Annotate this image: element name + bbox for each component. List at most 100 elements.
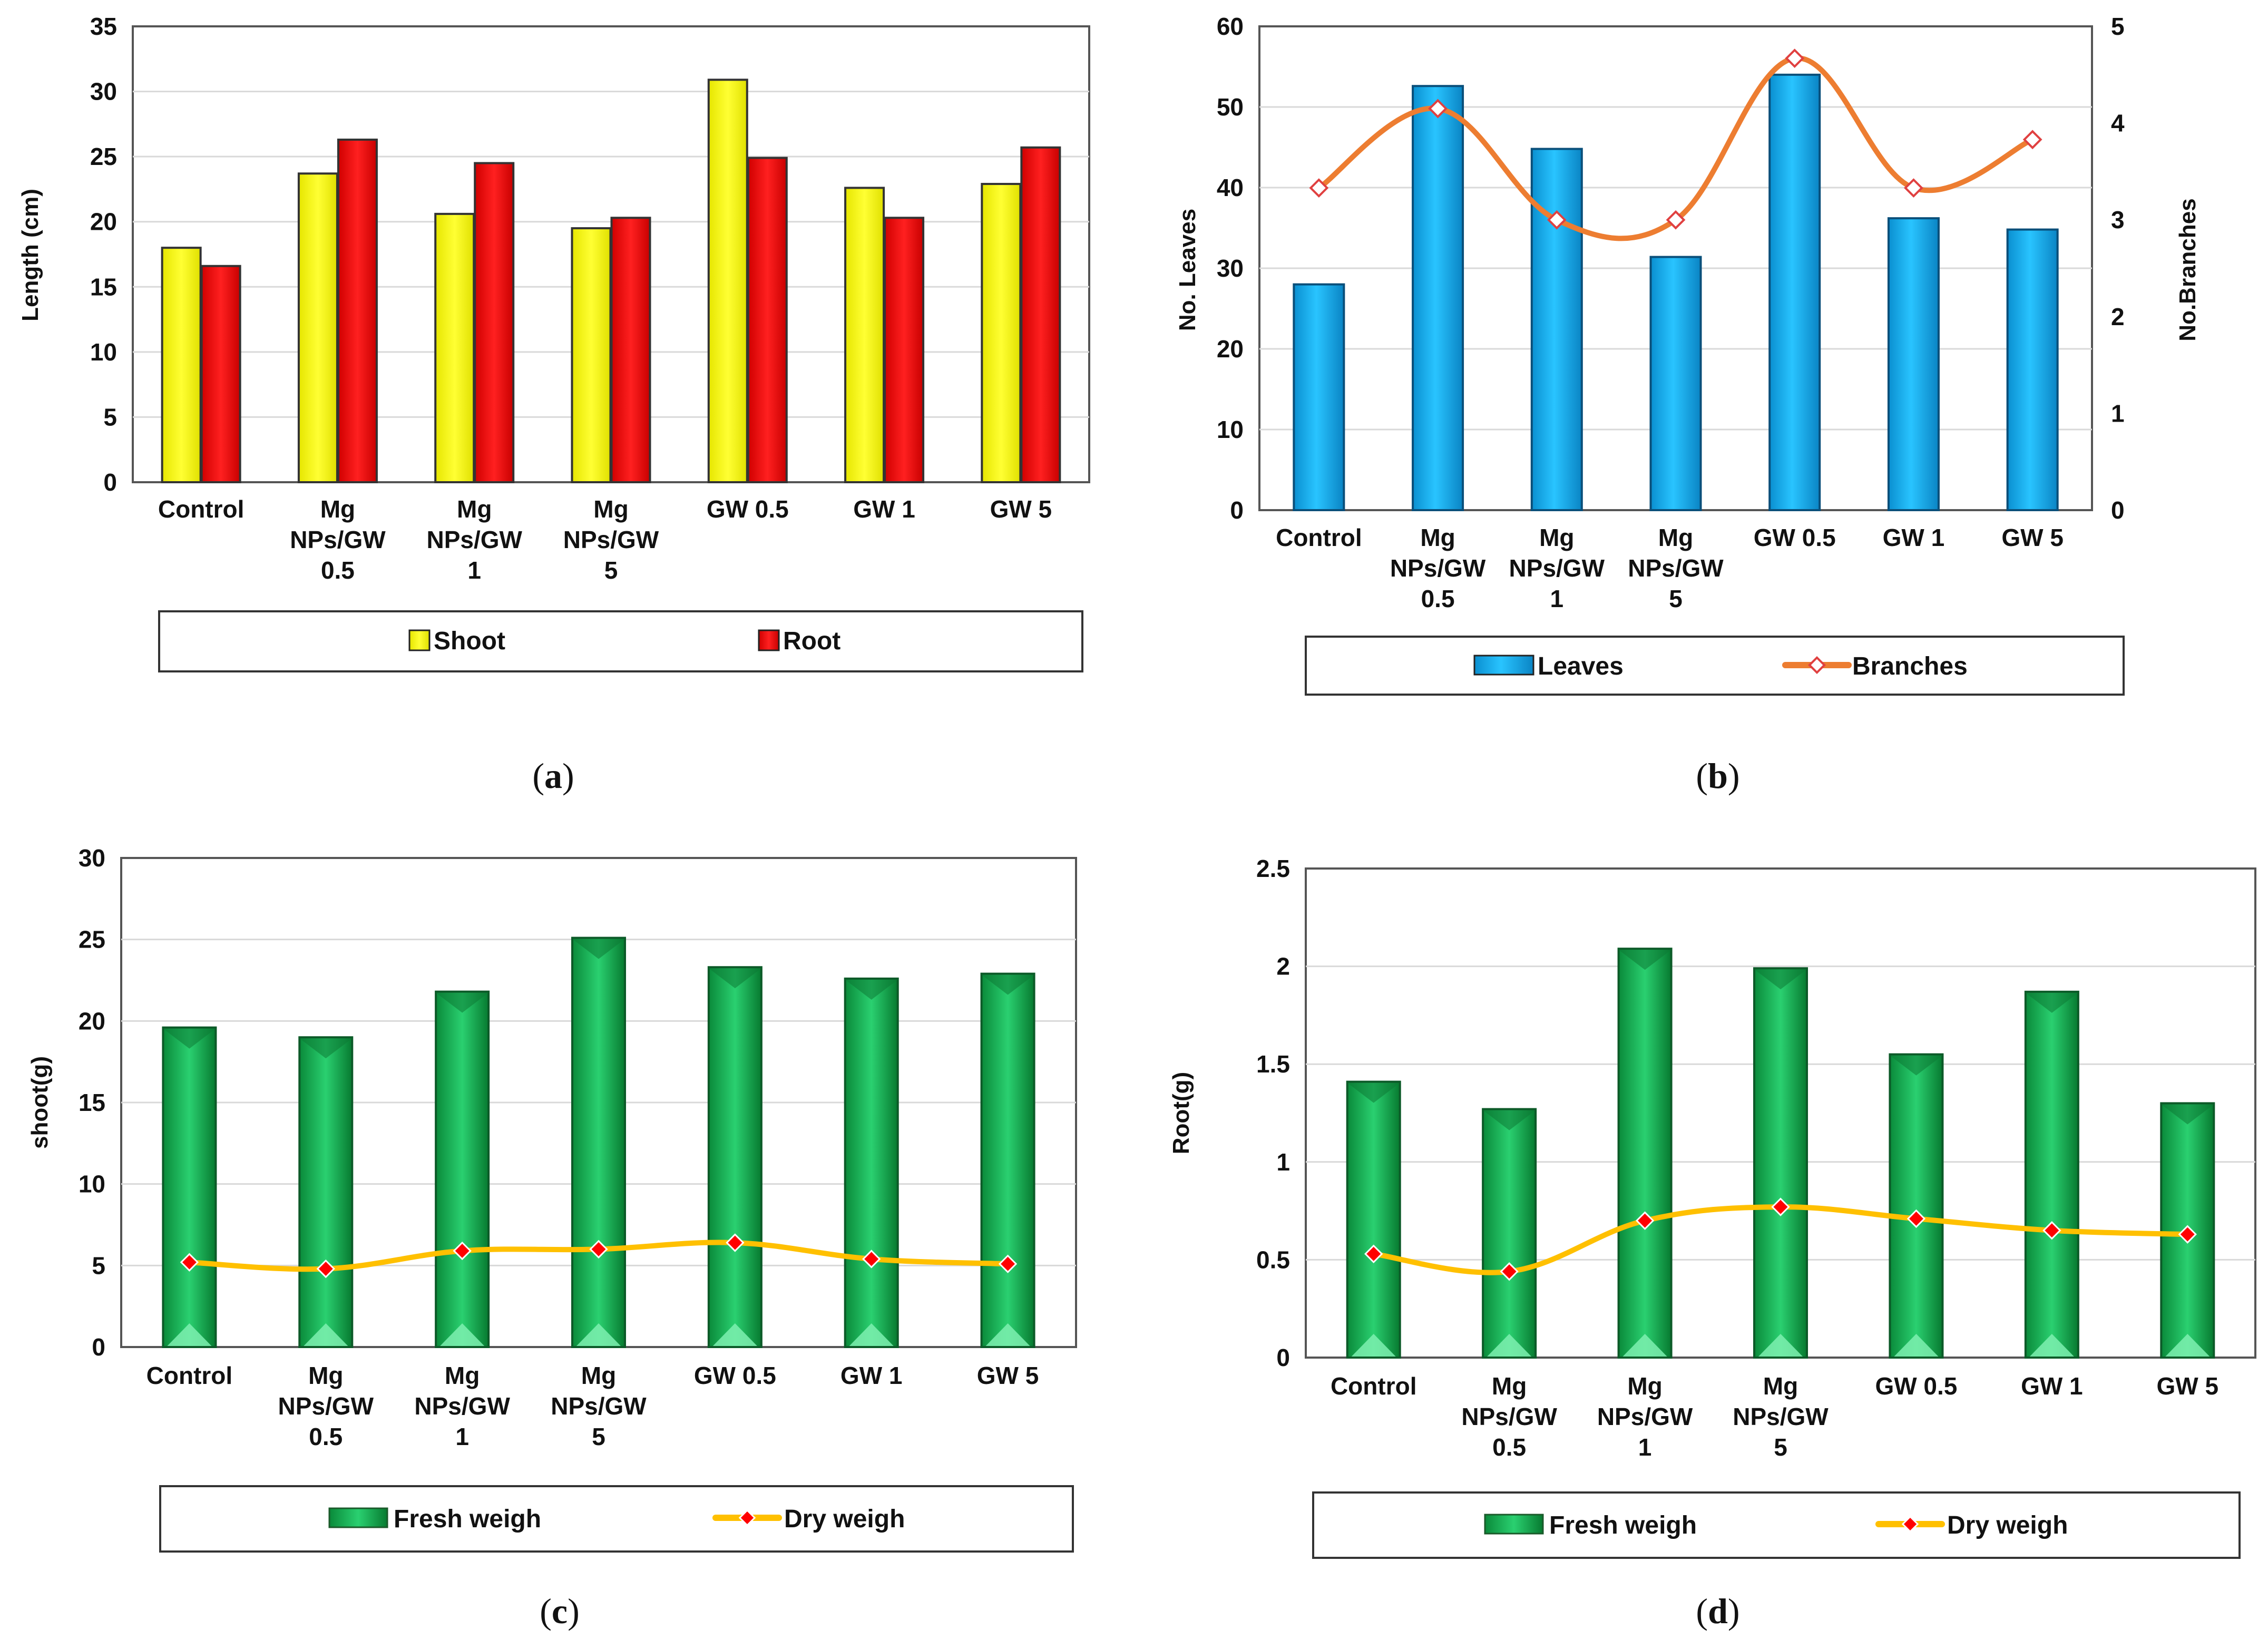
bar-leaves (1649, 256, 1702, 511)
chart-d-y-axis-label: Root(g) (1168, 1072, 1194, 1154)
x-tick-label: GW 5 (990, 495, 1052, 523)
bar-top-accent (1618, 950, 1671, 970)
bar-top-accent (981, 974, 1034, 995)
bar-bottom-accent (1894, 1334, 1939, 1357)
y-tick-label: 0 (92, 1333, 105, 1361)
bar-root (747, 157, 788, 484)
x-tick-label: GW 1 (2021, 1372, 2083, 1400)
chart-d: 0 0.5 1 1.5 2 2.5 Control Mg NPs/GW 0.5 Mg NPs/GW 1… (1168, 855, 2256, 1631)
legend-b-leaves-label: Leaves (1538, 652, 1624, 680)
bar-fresh-weigh (298, 1036, 354, 1349)
bar-top-accent (1890, 1055, 1943, 1076)
x-tick-label: GW 5 (2157, 1372, 2219, 1400)
legend-a-shoot-label: Shoot (434, 627, 505, 655)
chart-c-y-axis-label: shoot(g) (27, 1056, 53, 1149)
x-tick-label: Mg NPs/GW 5 (551, 1362, 647, 1450)
y-tick-label: 0 (1276, 1344, 1290, 1371)
chart-b-legend-box (1305, 636, 2125, 696)
bar-top-accent (163, 1028, 216, 1049)
x-tick-label: GW 0.5 (707, 495, 789, 523)
point-dry-weigh (589, 1240, 608, 1259)
chart-a-legend-box (158, 610, 1083, 672)
bar-bottom-accent (576, 1323, 621, 1346)
bar-bottom-accent (985, 1323, 1030, 1346)
bar-leaves (2006, 228, 2059, 511)
legend-c-dry-label: Dry weigh (784, 1505, 905, 1533)
bar-bottom-accent (712, 1323, 757, 1346)
bar-fresh-weigh (2024, 990, 2079, 1359)
chart-c-legend: Fresh weigh Dry weigh (159, 1485, 1074, 1553)
legend-d-dry-label: Dry weigh (1947, 1511, 2068, 1539)
chart-d-legend: Fresh weigh Dry weigh (1312, 1491, 2241, 1559)
bar-leaves (1530, 148, 1583, 511)
point-dry-weigh (862, 1250, 881, 1269)
point-dry-weigh (1364, 1244, 1383, 1263)
x-tick-label: Mg NPs/GW 5 (563, 495, 659, 584)
panel-c-label: (c) (540, 1591, 580, 1631)
point-dry-weigh (453, 1241, 472, 1261)
y-tick-label: 15 (79, 1089, 105, 1116)
y2-tick-label: 3 (2111, 206, 2125, 233)
x-tick-label: Mg NPs/GW 0.5 (1390, 524, 1486, 612)
y-tick-label: 50 (1217, 93, 1244, 121)
bar-bottom-accent (2029, 1334, 2074, 1357)
point-branches (1428, 99, 1448, 119)
x-tick-label: Control (146, 1362, 233, 1389)
bar-fresh-weigh (1482, 1108, 1537, 1359)
y-tick-label: 30 (1217, 255, 1244, 282)
bar-root (1020, 146, 1061, 484)
y2-tick-label: 1 (2111, 399, 2125, 427)
y-tick-label: 40 (1217, 174, 1244, 201)
bar-fresh-weigh (1889, 1053, 1944, 1359)
y-tick-label: 5 (103, 403, 117, 431)
bar-top-accent (572, 939, 625, 959)
bar-root (610, 217, 651, 483)
bar-fresh-weigh (844, 977, 899, 1348)
bar-root (474, 162, 515, 483)
bar-top-accent (1754, 969, 1807, 990)
bar-fresh-weigh (707, 966, 762, 1348)
legend-c-fresh-swatch (328, 1507, 388, 1528)
bar-fresh-weigh (1753, 967, 1808, 1359)
y-tick-label: 30 (79, 844, 105, 872)
bar-root (337, 139, 378, 483)
point-branches (1309, 178, 1329, 198)
y-tick-label: 10 (79, 1170, 105, 1198)
point-dry-weigh (2042, 1221, 2061, 1240)
point-dry-weigh (998, 1254, 1018, 1273)
bar-top-accent (2161, 1104, 2214, 1125)
x-tick-label: Control (1331, 1372, 1417, 1400)
y-tick-label: 10 (90, 338, 117, 366)
y-tick-label: 20 (1217, 335, 1244, 363)
bar-top-accent (299, 1038, 353, 1059)
bar-shoot (981, 183, 1022, 483)
legend-c-fresh-label: Fresh weigh (394, 1505, 541, 1533)
chart-c: 0 5 10 15 20 25 30 Control Mg NPs/GW 0.5 Mg NPs/GW 1… (27, 844, 1077, 1631)
x-tick-label: GW 1 (853, 495, 915, 523)
point-dry-weigh (726, 1233, 745, 1252)
legend-a-root-swatch (758, 629, 780, 651)
x-tick-label: Mg NPs/GW 0.5 (278, 1362, 374, 1450)
bar-bottom-accent (167, 1323, 212, 1346)
bar-bottom-accent (1351, 1334, 1396, 1357)
x-tick-label: Mg NPs/GW 0.5 (1461, 1372, 1557, 1461)
bar-shoot (434, 212, 475, 483)
bar-top-accent (2025, 992, 2078, 1013)
y-tick-label: 35 (90, 13, 117, 40)
bar-fresh-weigh (1617, 948, 1673, 1359)
y2-tick-label: 4 (2111, 110, 2125, 137)
legend-d-fresh-label: Fresh weigh (1549, 1511, 1697, 1539)
y-tick-label: 25 (79, 926, 105, 953)
y-tick-label: 1 (1276, 1148, 1290, 1176)
x-tick-label: Control (158, 495, 245, 523)
bar-fresh-weigh (435, 990, 490, 1348)
bar-fresh-weigh (980, 972, 1035, 1349)
point-dry-weigh (1500, 1262, 1519, 1281)
bar-bottom-accent (1622, 1334, 1667, 1357)
legend-b-leaves-swatch (1473, 655, 1534, 676)
legend-b-branches-marker (1808, 656, 1826, 674)
chart-b-y-axis-label: No. Leaves (1175, 209, 1200, 331)
y-tick-label: 2 (1276, 953, 1290, 980)
point-dry-weigh (180, 1253, 199, 1272)
